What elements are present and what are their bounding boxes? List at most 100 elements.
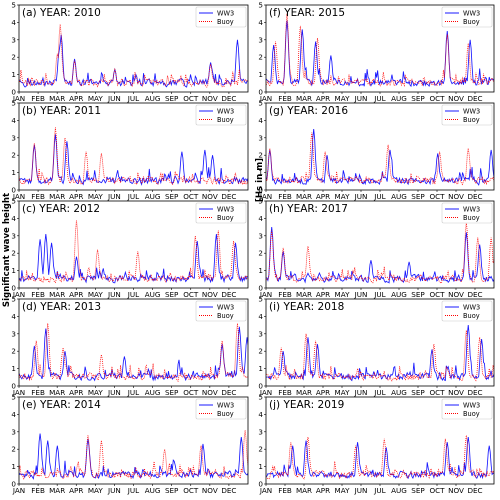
- x-tick-label: JUL: [373, 388, 385, 397]
- legend-box: [195, 6, 247, 28]
- legend-label-ww3: WW3: [463, 9, 480, 17]
- x-tick-label: DEC: [467, 192, 482, 201]
- y-tick-label: 2: [258, 347, 263, 356]
- x-tick-label: DEC: [221, 192, 236, 201]
- y-tick-label: 5: [258, 393, 263, 402]
- y-tick-label: 1: [258, 168, 263, 177]
- x-tick-label: DEC: [467, 290, 482, 299]
- y-tick-label: 1: [11, 70, 16, 79]
- panel-title: (h) YEAR: 2017: [269, 203, 348, 215]
- y-tick-label: 1: [11, 266, 16, 275]
- x-tick-label: NOV: [202, 388, 218, 397]
- x-tick-label: FEB: [278, 486, 292, 495]
- x-tick-label: APR: [69, 486, 83, 495]
- series-line-buoy: [19, 323, 248, 382]
- x-tick-label: NOV: [202, 290, 218, 299]
- x-tick-label: JUL: [373, 94, 385, 103]
- x-tick-label: SEP: [165, 388, 179, 397]
- y-tick-label: 4: [11, 18, 16, 27]
- legend-label-buoy: Buoy: [463, 214, 480, 222]
- x-tick-label: FEB: [31, 388, 45, 397]
- x-tick-label: JUL: [127, 94, 139, 103]
- y-tick-label: 5: [11, 1, 16, 10]
- x-tick-label: NOV: [448, 290, 464, 299]
- series-line-buoy: [19, 220, 248, 284]
- y-tick-label: 0: [258, 382, 263, 391]
- y-tick-label: 3: [11, 231, 16, 240]
- y-tick-label: 5: [258, 1, 263, 10]
- panel-title: (c) YEAR: 2012: [22, 203, 100, 215]
- x-tick-label: JAN: [259, 388, 272, 397]
- y-tick-label: 4: [258, 410, 263, 419]
- panel-title: (g) YEAR: 2016: [269, 105, 348, 117]
- y-tick-label: 1: [258, 266, 263, 275]
- x-tick-label: SEP: [165, 290, 179, 299]
- x-tick-label: FEB: [31, 290, 45, 299]
- x-tick-label: MAY: [88, 192, 104, 201]
- x-tick-label: MAR: [49, 94, 65, 103]
- x-tick-label: APR: [69, 388, 83, 397]
- x-tick-label: MAY: [335, 94, 351, 103]
- x-tick-label: FEB: [278, 388, 292, 397]
- y-axis-label-left: Significant wave height: [2, 193, 12, 307]
- x-tick-label: FEB: [278, 94, 292, 103]
- x-tick-label: OCT: [183, 192, 199, 201]
- series-line-buoy: [266, 132, 494, 186]
- x-tick-label: SEP: [411, 388, 425, 397]
- y-tick-label: 3: [258, 133, 263, 142]
- series-line-ww3: [266, 436, 494, 480]
- legend-label-buoy: Buoy: [217, 410, 234, 418]
- x-tick-label: NOV: [448, 94, 464, 103]
- x-tick-label: OCT: [183, 388, 199, 397]
- series-line-ww3: [266, 129, 494, 186]
- series-line-buoy: [19, 127, 248, 186]
- x-tick-label: APR: [69, 192, 83, 201]
- x-tick-label: AUG: [391, 94, 407, 103]
- panel-title: (f) YEAR: 2015: [269, 7, 345, 19]
- y-tick-label: 3: [258, 35, 263, 44]
- y-tick-label: 1: [258, 70, 263, 79]
- legend-box: [195, 398, 247, 420]
- panel-6: 0 1 2 3 4 5 JAN FEB MAR APR MAY JUN JUL AUG SEP OCT NOV D…: [258, 197, 495, 299]
- y-tick-label: 2: [11, 151, 16, 160]
- x-tick-label: JAN: [12, 192, 25, 201]
- y-tick-label: 3: [11, 35, 16, 44]
- x-tick-label: MAR: [296, 290, 312, 299]
- x-tick-label: FEB: [278, 192, 292, 201]
- y-tick-label: 3: [11, 427, 16, 436]
- x-tick-label: APR: [316, 388, 330, 397]
- x-tick-label: JUL: [127, 290, 139, 299]
- x-tick-label: AUG: [145, 290, 161, 299]
- y-tick-label: 5: [11, 295, 16, 304]
- x-tick-label: SEP: [411, 192, 425, 201]
- x-tick-label: JUN: [354, 388, 368, 397]
- x-tick-label: JUL: [127, 486, 139, 495]
- y-tick-label: 4: [258, 18, 263, 27]
- series-line-ww3: [266, 325, 494, 382]
- x-tick-label: MAY: [88, 388, 104, 397]
- legend-box: [195, 104, 247, 126]
- x-tick-label: AUG: [145, 486, 161, 495]
- x-tick-label: MAR: [296, 192, 312, 201]
- panel-5: 0 1 2 3 4 5 JAN FEB MAR APR MAY JUN JUL AUG SEP OCT NOV D…: [11, 197, 249, 299]
- y-axis-label-right: [Hs in m]: [255, 158, 265, 202]
- x-tick-label: OCT: [429, 94, 445, 103]
- legend-label-ww3: WW3: [217, 9, 234, 17]
- x-tick-label: MAR: [296, 94, 312, 103]
- x-tick-label: AUG: [391, 290, 407, 299]
- x-tick-label: JUL: [127, 192, 139, 201]
- x-tick-label: SEP: [411, 290, 425, 299]
- y-tick-label: 0: [11, 284, 16, 293]
- panel-title: (e) YEAR: 2014: [22, 399, 101, 411]
- x-tick-label: NOV: [448, 192, 464, 201]
- y-tick-label: 0: [258, 480, 263, 489]
- legend-label-buoy: Buoy: [217, 18, 234, 26]
- y-tick-label: 3: [258, 231, 263, 240]
- y-tick-label: 1: [258, 462, 263, 471]
- y-tick-label: 1: [258, 364, 263, 373]
- x-tick-label: DEC: [467, 388, 482, 397]
- y-tick-label: 2: [11, 53, 16, 62]
- x-tick-label: OCT: [429, 388, 445, 397]
- y-tick-label: 2: [258, 53, 263, 62]
- series-line-ww3: [19, 326, 248, 382]
